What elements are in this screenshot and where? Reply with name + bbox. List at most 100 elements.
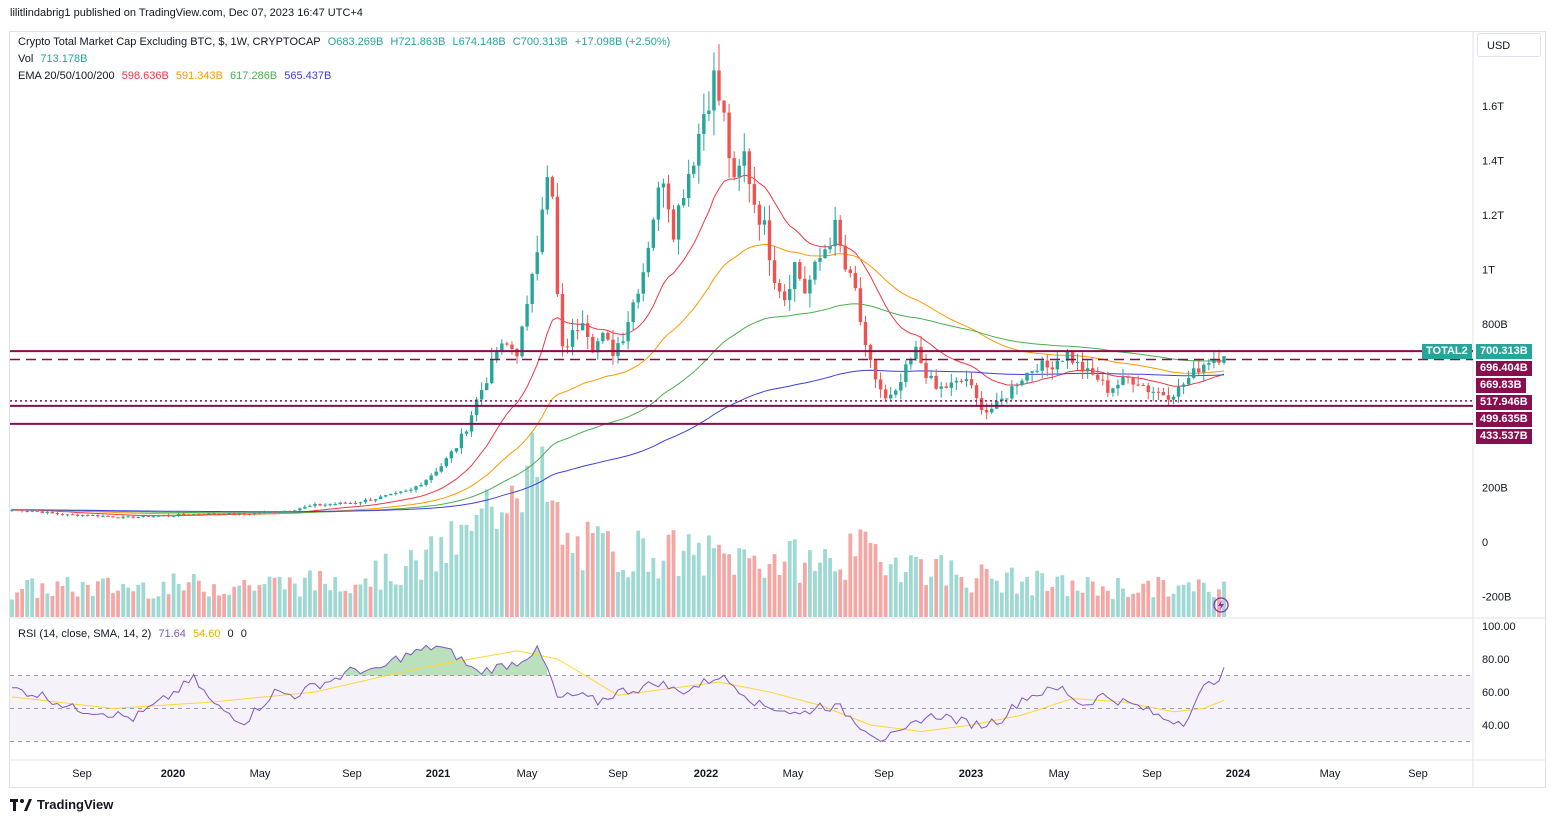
volume-bar — [999, 592, 1004, 617]
volume-bar — [646, 571, 651, 617]
volume-bar — [287, 577, 292, 617]
candle-body — [40, 511, 44, 513]
ema100-value: 617.286B — [230, 70, 278, 82]
volume-bar — [207, 596, 211, 617]
candle-body — [30, 510, 34, 512]
candle-body — [520, 326, 524, 357]
candle-body — [45, 511, 50, 513]
volume-bar — [848, 533, 853, 617]
volume-bar — [924, 585, 928, 617]
volume-bar — [1161, 580, 1166, 617]
candle-body — [530, 273, 534, 304]
volume-bar — [232, 586, 237, 617]
volume-bar — [1004, 572, 1009, 617]
grid — [10, 32, 1545, 787]
volume-bar — [10, 599, 14, 617]
candle-body — [222, 513, 226, 515]
time-tick-label: May — [250, 768, 271, 780]
candle-body — [55, 513, 60, 515]
publisher-line: lilitlindabrig1 published on TradingView… — [10, 7, 363, 19]
candle-body — [10, 509, 14, 511]
candle-body — [192, 514, 196, 516]
price-tick-label: 1T — [1482, 265, 1495, 277]
volume-bar — [858, 529, 863, 617]
candle-body — [1000, 398, 1004, 402]
footer-brand[interactable]: TradingView — [10, 797, 113, 812]
volume-bar — [1010, 567, 1014, 617]
candle-body — [1035, 370, 1039, 372]
volume-bar — [934, 559, 939, 617]
replay-icon-ring — [1213, 597, 1229, 613]
volume-bar — [126, 587, 131, 617]
volume-bar — [909, 555, 913, 617]
volume-bar — [1111, 599, 1115, 617]
volume-bar — [1030, 595, 1034, 617]
candle-body — [161, 515, 166, 517]
tradingview-logo-icon — [10, 798, 32, 811]
candle-body — [323, 504, 327, 506]
volume-bar — [308, 570, 312, 617]
volume-bar — [484, 489, 489, 617]
candle-body — [782, 291, 787, 301]
candle-body — [687, 173, 691, 199]
candle-body — [1111, 388, 1115, 393]
volume-bar — [808, 550, 812, 617]
currency-button[interactable]: USD — [1477, 33, 1541, 57]
candle-body — [1181, 384, 1186, 387]
candle-body — [368, 499, 373, 501]
candle-body — [338, 502, 342, 505]
volume-bar — [156, 596, 161, 617]
volume-bar — [1040, 573, 1045, 617]
candle-body — [777, 283, 782, 292]
candle-body — [101, 515, 105, 517]
candle-body — [1171, 396, 1176, 400]
volume-bar — [1166, 596, 1171, 617]
volume-bar — [600, 533, 605, 617]
volume-bar — [212, 584, 216, 617]
candle-body — [363, 499, 368, 503]
price-badge: 669.83B — [1476, 378, 1526, 393]
candle-body — [20, 509, 24, 512]
volume-bar — [843, 579, 848, 617]
volume-bar — [1095, 595, 1100, 617]
symbol-badge: TOTAL2 — [1422, 344, 1472, 359]
volume-bar — [363, 578, 368, 617]
ema20-value: 598.636B — [121, 70, 169, 82]
candle-body — [1030, 371, 1034, 373]
rsi-label: RSI (14, close, SMA, 14, 2) — [18, 628, 152, 640]
candle-body — [277, 511, 282, 513]
volume-bar — [1085, 577, 1090, 617]
brand-text: TradingView — [37, 797, 114, 812]
volume-bar — [651, 557, 656, 617]
ema-label: EMA 20/50/100/200 — [18, 70, 115, 82]
candle-body — [394, 492, 398, 494]
chart-frame — [9, 31, 1546, 788]
candle-body — [424, 480, 428, 485]
volume-bar — [50, 596, 55, 617]
volume-bar — [535, 476, 540, 617]
volume-bar — [717, 544, 721, 617]
volume-bar — [757, 568, 762, 617]
volume-bar — [101, 578, 105, 617]
candle-body — [197, 514, 201, 516]
volume-bar — [242, 579, 247, 617]
candle-body — [1136, 384, 1140, 386]
volume-bar — [297, 596, 302, 617]
volume-bar — [802, 562, 807, 617]
candle-body — [485, 383, 489, 391]
volume-bar — [368, 586, 373, 617]
volume-bar — [888, 564, 893, 617]
volume-bar — [656, 578, 661, 617]
volume-bar — [489, 506, 494, 617]
volume-bar — [636, 530, 641, 617]
candle-body — [681, 198, 686, 206]
volume-bar — [696, 542, 701, 617]
candle-body — [217, 513, 221, 515]
candle-body — [909, 359, 913, 365]
volume-bar — [469, 530, 474, 617]
time-tick-label: 2021 — [426, 768, 450, 780]
candle-body — [490, 358, 494, 384]
volume-bar — [787, 540, 792, 617]
volume-bar — [853, 556, 858, 617]
